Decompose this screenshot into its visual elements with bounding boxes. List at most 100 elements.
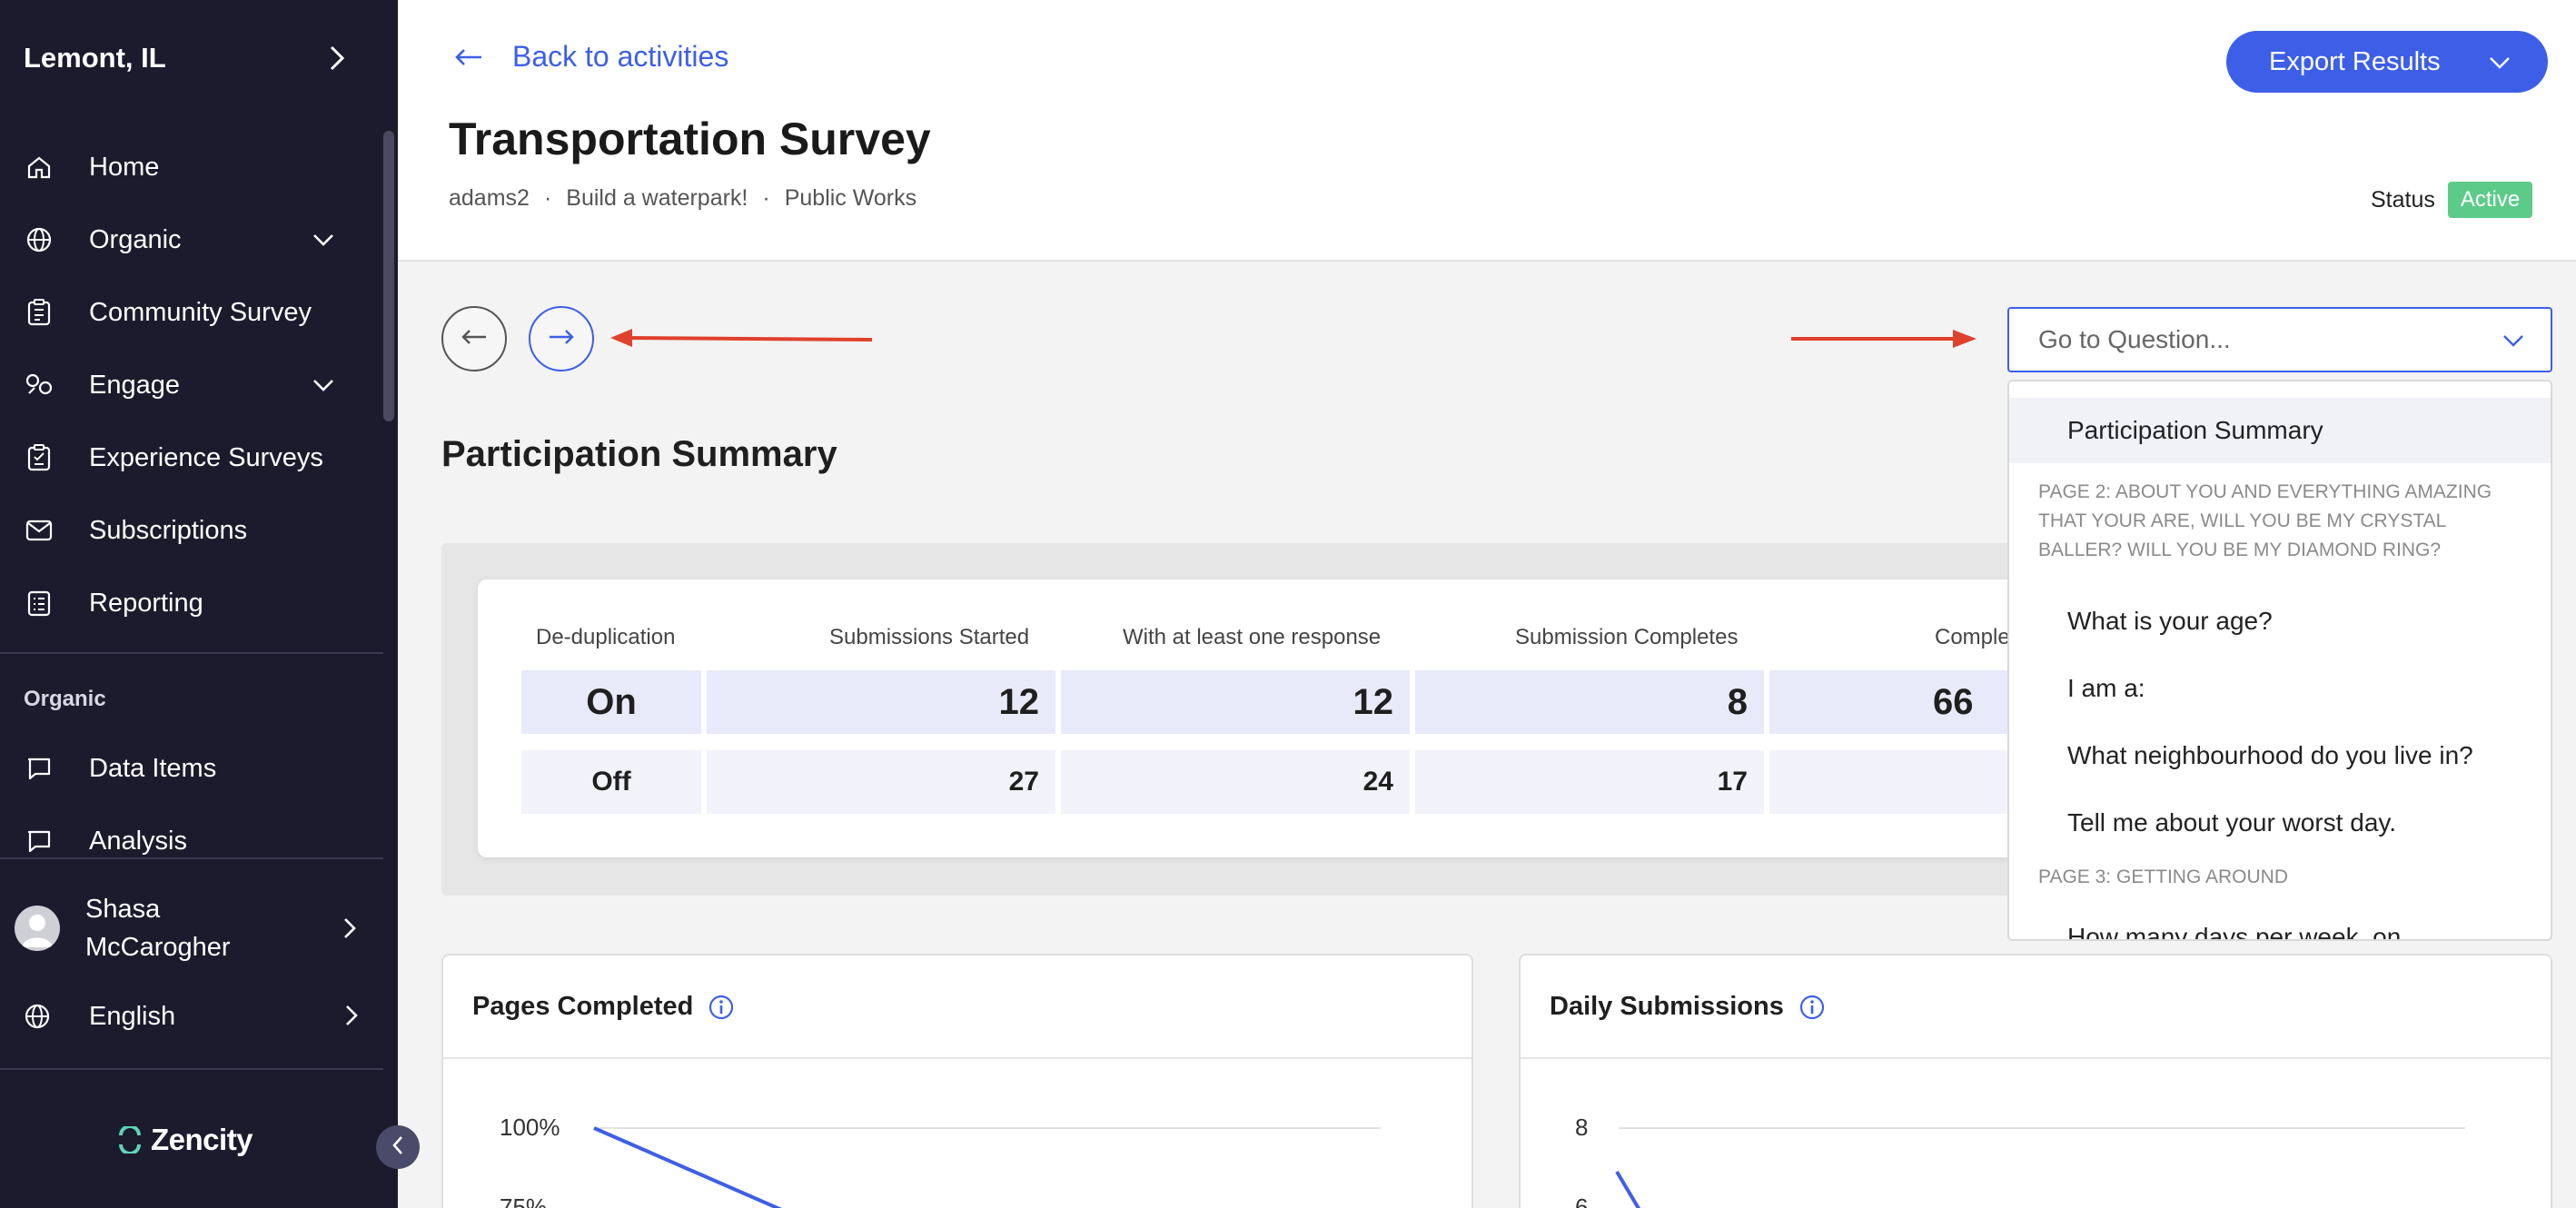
nav-item-experience-surveys[interactable]: Experience Surveys [0, 421, 381, 494]
status-indicator: Status Active [2371, 182, 2533, 218]
chevron-down-icon [2502, 329, 2525, 359]
daily-submissions-card: Daily Submissions 8 6 [1519, 954, 2552, 1208]
table-cell: 12 [1061, 670, 1410, 734]
sidebar-divider [0, 1068, 383, 1070]
column-header: Submission Completes [1515, 625, 1739, 649]
mail-icon [24, 515, 54, 546]
chat-icon [24, 753, 54, 784]
status-badge: Active [2447, 182, 2533, 218]
collapse-sidebar-button[interactable] [376, 1125, 420, 1169]
table-cell: 12 [707, 670, 1055, 734]
nav-item-label: Experience Surveys [89, 442, 323, 472]
dropdown-option-participation-summary[interactable]: Participation Summary [2009, 398, 2551, 463]
previous-question-button[interactable] [441, 306, 507, 371]
engage-icon [24, 370, 54, 401]
nav-item-label: Community Survey [89, 297, 312, 327]
meta-project: Build a waterpark! [566, 185, 748, 211]
nav-item-analysis[interactable]: Analysis [0, 805, 381, 877]
sidebar-divider [0, 857, 383, 859]
nav-item-organic[interactable]: Organic [0, 203, 381, 276]
language-label: English [89, 1001, 176, 1031]
annotation-arrow-right [1791, 330, 1977, 348]
card-divider [1521, 1057, 2551, 1059]
table-cell: 24 [1061, 750, 1410, 814]
back-link-label: Back to activities [512, 40, 729, 73]
nav-item-label: Organic [89, 224, 182, 254]
column-header: With at least one response [1123, 625, 1382, 649]
brand-logo: Zencity [116, 1123, 253, 1157]
chart-title: Pages Completed [472, 992, 735, 1022]
nav-item-community-survey[interactable]: Community Survey [0, 276, 381, 349]
sidebar-section-label: Organic [24, 687, 106, 711]
page-meta: adams2 · Build a waterpark! · Public Wor… [449, 185, 916, 212]
sidebar-divider [0, 652, 383, 654]
go-to-question-select[interactable]: Go to Question... [2007, 307, 2552, 372]
card-divider [443, 1057, 1471, 1059]
arrow-right-icon [548, 328, 575, 351]
export-results-button[interactable]: Export Results [2226, 31, 2548, 93]
section-title: Participation Summary [441, 434, 837, 474]
meta-separator: · [543, 185, 552, 211]
sidebar-scrollbar[interactable] [383, 131, 394, 421]
chevron-left-icon [391, 1134, 405, 1161]
chevron-down-icon[interactable] [311, 227, 336, 252]
nav-item-label: Analysis [89, 826, 187, 856]
dropdown-option[interactable]: I am a: [2067, 674, 2145, 702]
chevron-down-icon[interactable] [311, 372, 336, 398]
dropdown-option[interactable]: What neighbourhood do you live in? [2067, 741, 2473, 769]
next-question-button[interactable] [529, 306, 594, 371]
nav-item-data-items[interactable]: Data Items [0, 732, 381, 805]
arrow-left-icon [454, 40, 487, 74]
dropdown-option[interactable]: What is your age? [2067, 607, 2273, 635]
y-tick-label: 8 [1575, 1114, 1589, 1141]
y-tick-label: 6 [1575, 1193, 1589, 1208]
dropdown-option[interactable]: How many days per week, on [2067, 923, 2402, 941]
user-name: Shasa McCarogher [85, 895, 231, 962]
dropdown-group-page-3: PAGE 3: GETTING AROUND [2038, 866, 2288, 887]
nav-item-label: Reporting [89, 588, 203, 618]
home-icon [24, 152, 54, 183]
status-label: Status [2371, 186, 2435, 213]
info-icon[interactable] [708, 994, 735, 1021]
nav-item-home[interactable]: Home [0, 131, 381, 203]
info-icon[interactable] [1798, 994, 1826, 1021]
back-link[interactable]: Back to activities [454, 40, 728, 74]
series-line [593, 1126, 782, 1208]
secondary-nav: Data Items Analysis [0, 732, 381, 877]
chat-icon [24, 826, 54, 856]
page-header: Back to activities Transportation Survey… [398, 0, 2576, 262]
go-to-question-dropdown: Participation Summary PAGE 2: ABOUT YOU … [2007, 380, 2552, 941]
nav-item-engage[interactable]: Engage [0, 349, 381, 421]
meta-owner: adams2 [449, 185, 530, 211]
table-cell: 27 [707, 750, 1055, 814]
city-switcher[interactable]: Lemont, IL [24, 38, 351, 78]
nav-item-label: Data Items [89, 753, 217, 783]
table-cell: 8 [1415, 670, 1764, 734]
nav-item-reporting[interactable]: Reporting [0, 567, 381, 639]
column-header: Submissions Started [829, 625, 1030, 649]
arrow-left-icon [461, 328, 488, 351]
nav-item-subscriptions[interactable]: Subscriptions [0, 494, 381, 567]
pages-completed-card: Pages Completed 100% 75% [441, 954, 1473, 1208]
y-tick-label: 100% [500, 1114, 560, 1141]
table-cell: On [521, 670, 701, 734]
participation-summary-table: De-duplication Submissions Started With … [478, 579, 2040, 857]
annotation-arrow-left [610, 329, 873, 347]
chart-title: Daily Submissions [1550, 992, 1826, 1022]
brand-name: Zencity [151, 1123, 253, 1156]
survey-icon [24, 442, 54, 473]
nav-item-label: Subscriptions [89, 515, 248, 545]
meta-separator: · [762, 185, 770, 211]
chevron-down-icon [2488, 51, 2512, 82]
survey-icon [24, 297, 54, 328]
avatar [15, 906, 60, 951]
user-menu[interactable]: Shasa McCarogher [15, 890, 360, 966]
chevron-right-icon [343, 1003, 360, 1035]
zencity-logo-icon [116, 1124, 144, 1155]
dropdown-group-page-2: PAGE 2: ABOUT YOU AND EVERYTHING AMAZING… [2038, 481, 2492, 560]
language-switcher[interactable]: English [24, 994, 360, 1039]
table-cell [1769, 750, 2040, 814]
dropdown-option[interactable]: Tell me about your worst day. [2067, 808, 2397, 837]
pages-completed-plot [593, 1126, 1381, 1208]
go-to-question-placeholder: Go to Question... [2038, 325, 2231, 353]
